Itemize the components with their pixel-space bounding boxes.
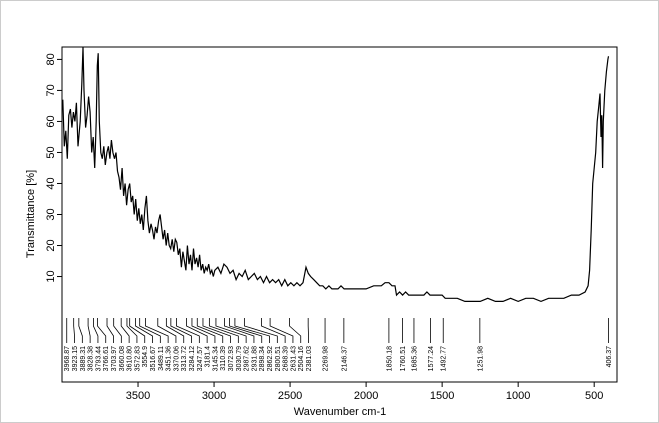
peak-label: 2688.39: [283, 346, 290, 371]
peak-marker: [139, 318, 161, 343]
peak-label: 3554.9: [142, 346, 149, 368]
peak-label: 3313.72: [181, 346, 188, 371]
peak-marker: [157, 318, 177, 343]
peak-marker: [269, 318, 294, 343]
peak-label: 2381.03: [306, 346, 313, 371]
peak-label: 3828.38: [88, 346, 95, 371]
peak-marker: [215, 318, 247, 343]
peak-marker: [126, 318, 138, 343]
peak-label: 1760.51: [400, 346, 407, 371]
peak-marker: [186, 318, 208, 343]
peak-label: 3072.93: [228, 346, 235, 371]
peak-label: 3923.15: [72, 346, 79, 371]
peak-label: 1850.18: [386, 346, 393, 371]
peak-label: 3516.67: [150, 346, 157, 371]
spectrum-line: [62, 46, 610, 303]
peak-label: 2800.51: [275, 346, 282, 371]
peak-marker: [93, 318, 99, 343]
peak-marker: [97, 318, 107, 343]
peak-label: 406.37: [606, 346, 613, 368]
peak-marker: [106, 318, 114, 343]
peak-marker: [208, 318, 239, 343]
peak-label: 3793.44: [95, 346, 102, 371]
peak-label: 3489.11: [158, 346, 165, 371]
peak-label: 3370.06: [173, 346, 180, 371]
peak-marker: [145, 318, 169, 343]
peak-marker: [261, 318, 286, 343]
peak-label: 3610.80: [127, 346, 134, 371]
y-tick-label: 40: [45, 177, 57, 189]
peak-marker: [196, 318, 224, 343]
peak-marker: [78, 318, 83, 343]
peak-marker: [202, 318, 231, 343]
x-tick-label: 3500: [126, 390, 150, 402]
peak-marker: [191, 318, 216, 343]
peak-label: 3703.97: [111, 346, 118, 371]
x-tick-label: 500: [585, 390, 603, 402]
peak-marker: [73, 318, 75, 343]
y-tick-label: 20: [45, 239, 57, 251]
y-axis-label: Transmittance [%]: [25, 170, 37, 258]
peak-label: 2631.43: [290, 346, 297, 371]
x-tick-label: 1500: [430, 390, 454, 402]
peak-label: 2269.98: [323, 346, 330, 371]
peak-label: 3284.12: [189, 346, 196, 371]
y-tick-label: 60: [45, 115, 57, 127]
peak-label: 3660.08: [119, 346, 126, 371]
peak-label: 3572.83: [134, 346, 141, 371]
peak-label: 1492.77: [441, 346, 448, 371]
x-tick-label: 2500: [278, 390, 302, 402]
y-tick-label: 80: [45, 53, 57, 65]
peak-label: 3766.61: [103, 346, 110, 371]
peak-label: 3889.31: [80, 346, 87, 371]
peak-marker: [87, 318, 91, 343]
peak-label: 1685.36: [411, 346, 418, 371]
peak-label: 3145.34: [212, 346, 219, 371]
peak-marker: [129, 318, 146, 343]
peak-label: 2931.88: [251, 346, 258, 371]
peak-label: 2898.34: [259, 346, 266, 371]
peak-label: 3451.36: [166, 346, 173, 371]
peak-label: 3247.57: [197, 346, 204, 371]
peak-label: 2504.16: [298, 346, 305, 371]
y-tick-label: 30: [45, 208, 57, 220]
peak-marker: [229, 318, 263, 343]
peak-marker: [243, 318, 278, 343]
y-tick-label: 70: [45, 84, 57, 96]
peak-label: 3181.4: [205, 346, 212, 368]
peak-marker: [234, 318, 270, 343]
peak-marker: [120, 318, 130, 343]
x-tick-label: 3000: [202, 390, 226, 402]
peak-label: 1251.98: [477, 346, 484, 371]
peak-label: 3110.39: [220, 346, 227, 371]
peak-marker: [224, 318, 255, 343]
peak-label: 3030.79: [236, 346, 243, 371]
peak-marker: [135, 318, 153, 343]
peak-marker: [113, 318, 122, 343]
peak-marker: [165, 318, 185, 343]
y-tick-label: 50: [45, 146, 57, 158]
peak-label: 1577.24: [428, 346, 435, 371]
x-tick-label: 1000: [506, 390, 530, 402]
peak-label: 2862.92: [267, 346, 274, 371]
peak-label: 2987.62: [244, 346, 251, 371]
peak-label: 2146.37: [341, 346, 348, 371]
peak-marker: [170, 318, 192, 343]
peak-marker: [289, 318, 302, 343]
peak-marker: [176, 318, 200, 343]
y-tick-label: 10: [45, 270, 57, 282]
x-tick-label: 2000: [354, 390, 378, 402]
x-axis-label: Wavenumber cm-1: [294, 406, 387, 418]
peak-label: 3968.87: [64, 346, 71, 371]
